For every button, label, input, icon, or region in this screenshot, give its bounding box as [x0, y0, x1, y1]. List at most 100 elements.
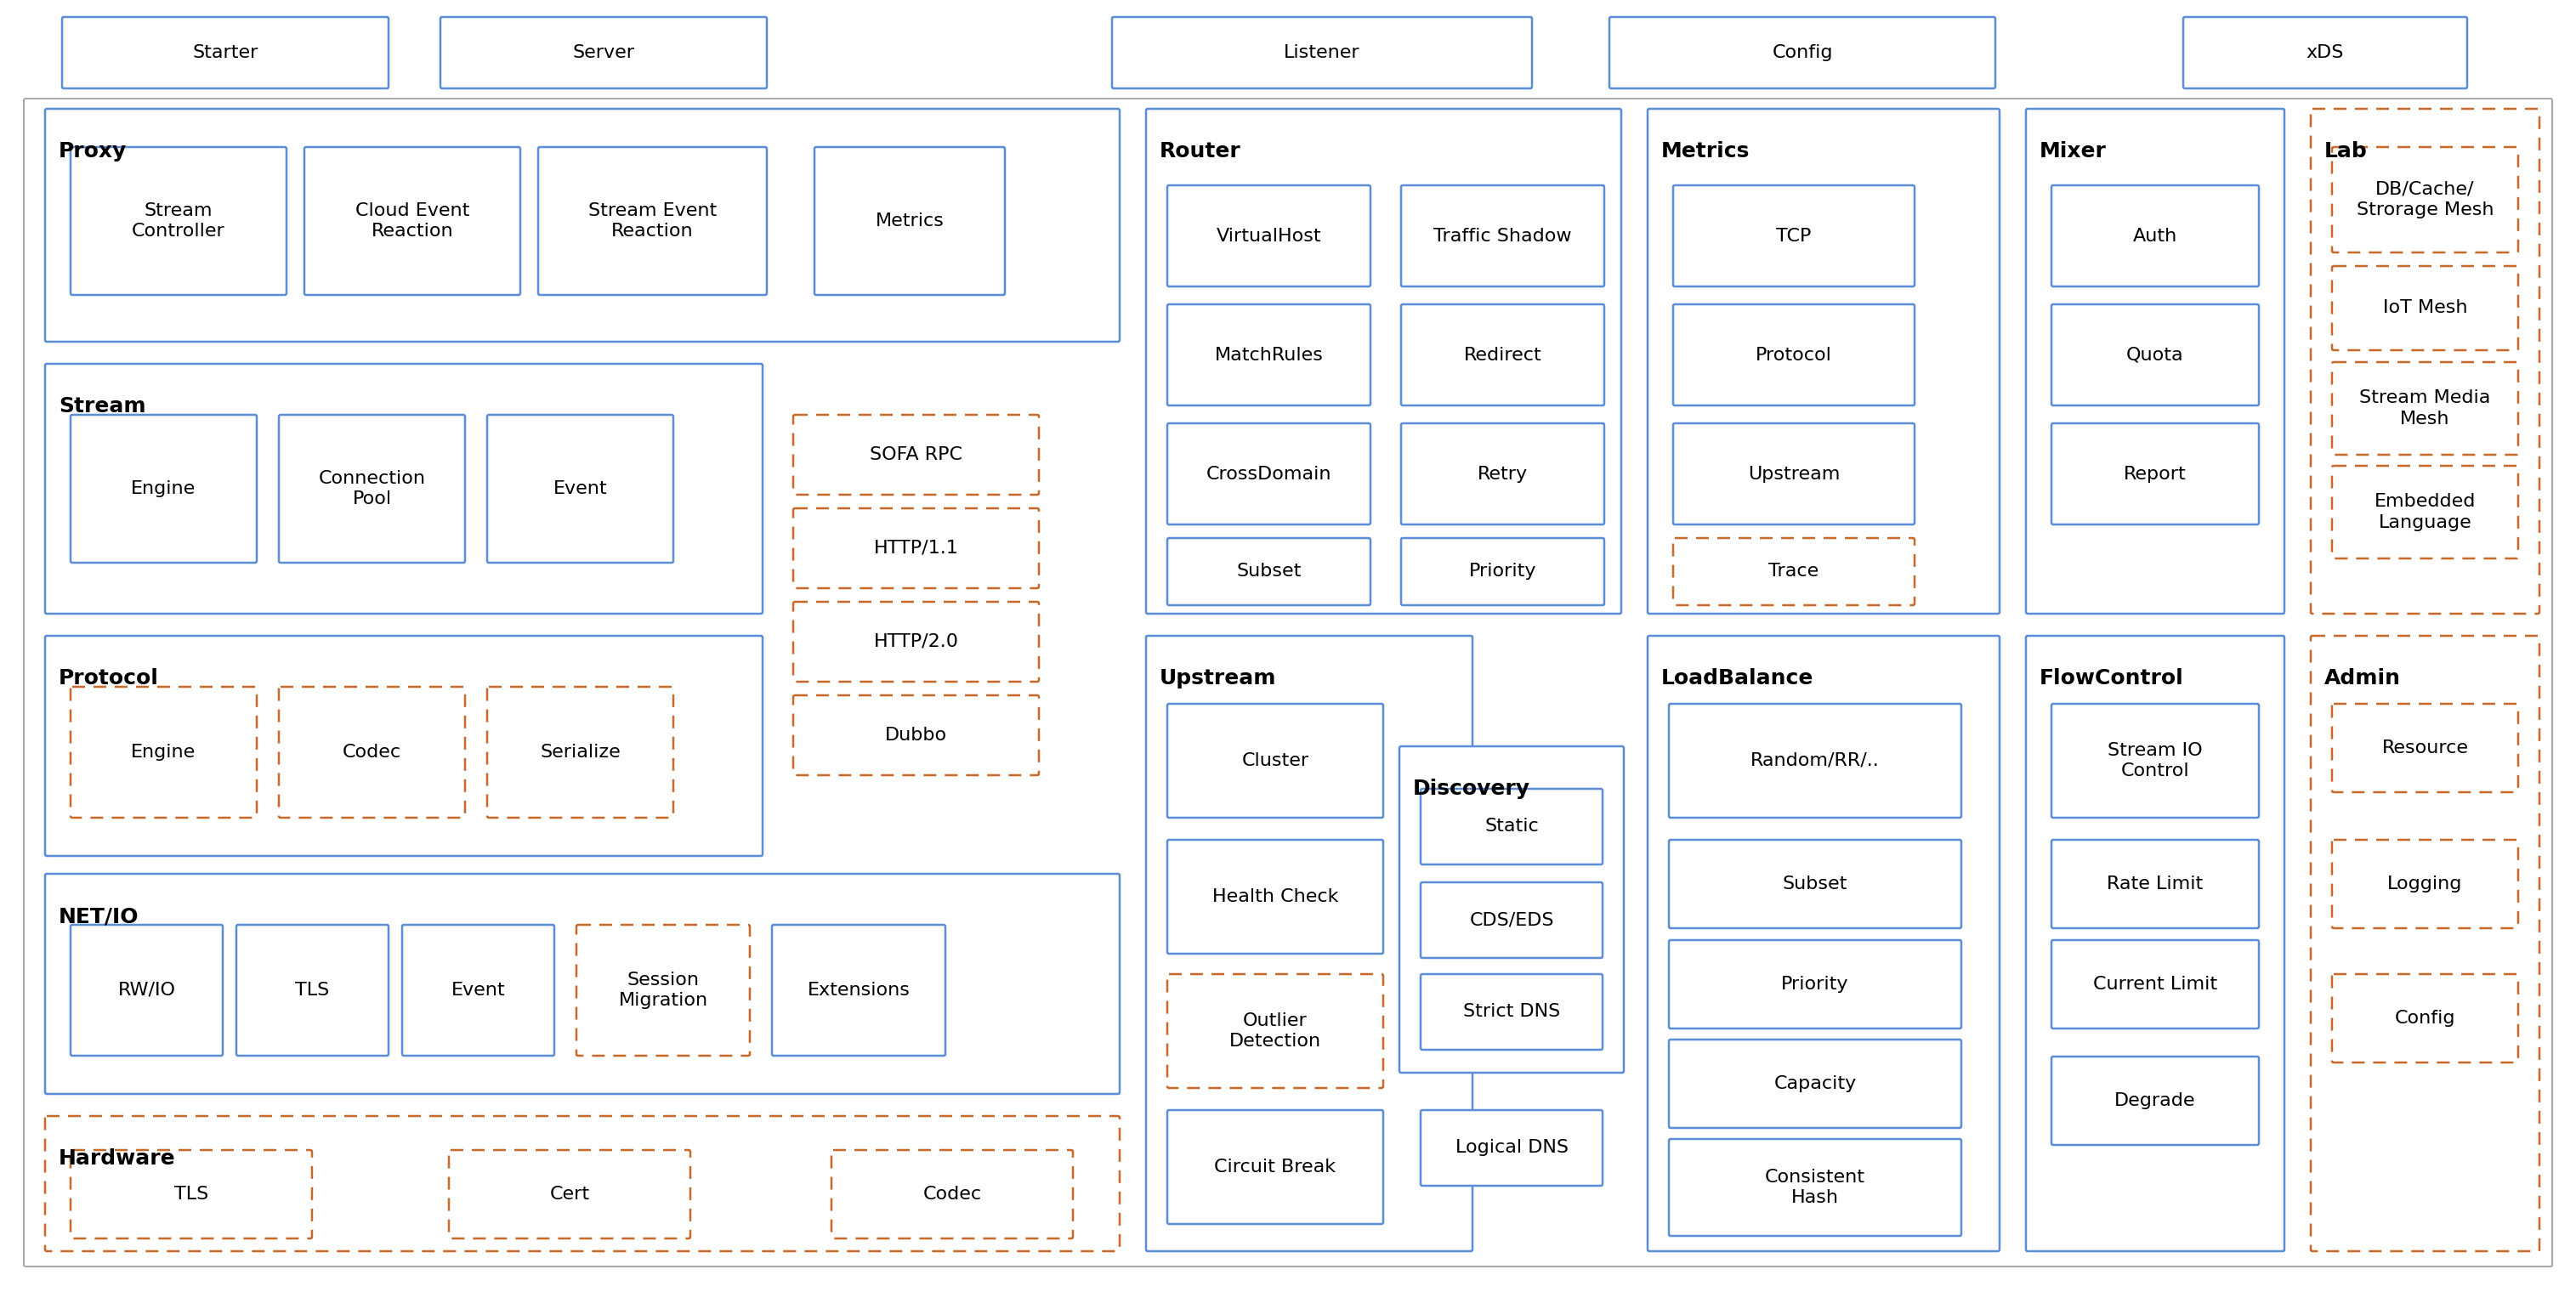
Text: Admin: Admin: [2324, 668, 2401, 689]
FancyBboxPatch shape: [793, 415, 1038, 495]
FancyBboxPatch shape: [23, 98, 2553, 1267]
FancyBboxPatch shape: [2311, 109, 2540, 614]
FancyBboxPatch shape: [1669, 940, 1960, 1029]
Text: Codec: Codec: [922, 1186, 981, 1203]
FancyBboxPatch shape: [2050, 1056, 2259, 1145]
Text: Redirect: Redirect: [1463, 347, 1540, 364]
FancyBboxPatch shape: [1401, 186, 1605, 287]
FancyBboxPatch shape: [1113, 17, 1533, 89]
FancyBboxPatch shape: [832, 1151, 1074, 1238]
FancyBboxPatch shape: [577, 924, 750, 1055]
Text: Random/RR/..: Random/RR/..: [1752, 753, 1880, 770]
Text: Lab: Lab: [2324, 141, 2367, 161]
Text: Priority: Priority: [1468, 563, 1535, 580]
FancyBboxPatch shape: [2331, 974, 2519, 1063]
Text: FlowControl: FlowControl: [2040, 668, 2184, 689]
Text: NET/IO: NET/IO: [59, 906, 139, 927]
Text: Upstream: Upstream: [1159, 668, 1278, 689]
Text: VirtualHost: VirtualHost: [1216, 228, 1321, 245]
FancyBboxPatch shape: [1401, 423, 1605, 525]
FancyBboxPatch shape: [1669, 704, 1960, 818]
Text: Health Check: Health Check: [1213, 889, 1340, 906]
Text: Hardware: Hardware: [59, 1148, 175, 1169]
Text: Stream IO
Control: Stream IO Control: [2107, 742, 2202, 780]
Text: Static: Static: [1484, 818, 1538, 835]
Text: Cluster: Cluster: [1242, 753, 1309, 770]
FancyBboxPatch shape: [1167, 186, 1370, 287]
FancyBboxPatch shape: [2331, 363, 2519, 454]
FancyBboxPatch shape: [1674, 538, 1914, 605]
FancyBboxPatch shape: [2331, 840, 2519, 928]
Text: HTTP/1.1: HTTP/1.1: [873, 539, 958, 556]
Text: Stream
Controller: Stream Controller: [131, 202, 224, 240]
Text: Consistent
Hash: Consistent Hash: [1765, 1169, 1865, 1207]
FancyBboxPatch shape: [1167, 423, 1370, 525]
Text: Subset: Subset: [1236, 563, 1301, 580]
FancyBboxPatch shape: [1419, 789, 1602, 864]
FancyBboxPatch shape: [304, 147, 520, 295]
FancyBboxPatch shape: [2050, 940, 2259, 1029]
FancyBboxPatch shape: [1167, 304, 1370, 406]
FancyBboxPatch shape: [2331, 466, 2519, 559]
FancyBboxPatch shape: [1669, 1139, 1960, 1236]
FancyBboxPatch shape: [1167, 538, 1370, 605]
FancyBboxPatch shape: [1674, 304, 1914, 406]
FancyBboxPatch shape: [1167, 1110, 1383, 1224]
FancyBboxPatch shape: [1401, 304, 1605, 406]
Text: Auth: Auth: [2133, 228, 2177, 245]
FancyBboxPatch shape: [2050, 423, 2259, 525]
FancyBboxPatch shape: [70, 147, 286, 295]
FancyBboxPatch shape: [1399, 746, 1623, 1072]
FancyBboxPatch shape: [793, 695, 1038, 775]
Text: LoadBalance: LoadBalance: [1662, 668, 1814, 689]
Text: Config: Config: [2396, 1009, 2455, 1026]
Text: Cert: Cert: [549, 1186, 590, 1203]
FancyBboxPatch shape: [44, 636, 762, 856]
FancyBboxPatch shape: [2331, 147, 2519, 253]
Text: Circuit Break: Circuit Break: [1213, 1158, 1337, 1175]
FancyBboxPatch shape: [70, 1151, 312, 1238]
FancyBboxPatch shape: [278, 415, 466, 563]
FancyBboxPatch shape: [70, 415, 258, 563]
FancyBboxPatch shape: [1649, 636, 1999, 1251]
FancyBboxPatch shape: [1674, 186, 1914, 287]
Text: IoT Mesh: IoT Mesh: [2383, 300, 2468, 317]
FancyBboxPatch shape: [44, 1117, 1121, 1251]
Text: TLS: TLS: [175, 1186, 209, 1203]
FancyBboxPatch shape: [538, 147, 768, 295]
FancyBboxPatch shape: [1610, 17, 1996, 89]
Text: Metrics: Metrics: [1662, 141, 1749, 161]
Text: Capacity: Capacity: [1775, 1075, 1857, 1092]
FancyBboxPatch shape: [793, 508, 1038, 588]
FancyBboxPatch shape: [814, 147, 1005, 295]
Text: Degrade: Degrade: [2115, 1092, 2195, 1109]
Text: Config: Config: [1772, 45, 1832, 62]
Text: Cloud Event
Reaction: Cloud Event Reaction: [355, 202, 469, 240]
Text: Event: Event: [451, 982, 505, 999]
FancyBboxPatch shape: [1167, 704, 1383, 818]
Text: CDS/EDS: CDS/EDS: [1468, 911, 1553, 928]
FancyBboxPatch shape: [1167, 974, 1383, 1088]
FancyBboxPatch shape: [2050, 304, 2259, 406]
Text: Dubbo: Dubbo: [886, 726, 948, 744]
Text: RW/IO: RW/IO: [118, 982, 175, 999]
FancyBboxPatch shape: [1419, 1110, 1602, 1186]
Text: Logical DNS: Logical DNS: [1455, 1139, 1569, 1156]
Text: Listener: Listener: [1283, 45, 1360, 62]
FancyBboxPatch shape: [2050, 704, 2259, 818]
FancyBboxPatch shape: [2050, 840, 2259, 928]
FancyBboxPatch shape: [440, 17, 768, 89]
FancyBboxPatch shape: [62, 17, 389, 89]
FancyBboxPatch shape: [487, 415, 672, 563]
FancyBboxPatch shape: [1419, 974, 1602, 1050]
FancyBboxPatch shape: [2184, 17, 2468, 89]
Text: Resource: Resource: [2383, 740, 2468, 757]
FancyBboxPatch shape: [70, 687, 258, 818]
Text: TLS: TLS: [296, 982, 330, 999]
Text: Serialize: Serialize: [541, 744, 621, 761]
FancyBboxPatch shape: [773, 924, 945, 1055]
FancyBboxPatch shape: [793, 602, 1038, 682]
Text: Upstream: Upstream: [1747, 466, 1839, 483]
FancyBboxPatch shape: [237, 924, 389, 1055]
FancyBboxPatch shape: [1669, 840, 1960, 928]
